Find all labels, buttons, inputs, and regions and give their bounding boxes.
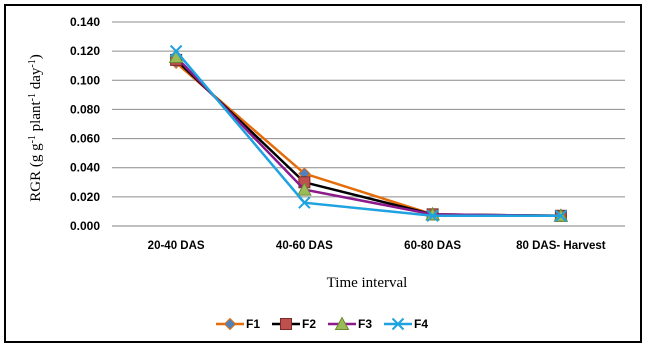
legend-label-f2: F2 bbox=[302, 317, 316, 331]
legend-marker-f3 bbox=[334, 316, 350, 330]
y-axis-ticks: 0.000 0.020 0.040 0.060 0.080 0.100 0.120 0.140 bbox=[70, 15, 100, 233]
legend-marker-f2 bbox=[280, 318, 292, 330]
legend-item-f3: F3 bbox=[328, 316, 372, 331]
data-point-f4 bbox=[426, 209, 439, 223]
y-tick-label: 0.060 bbox=[70, 132, 100, 146]
x-tick-label: 20-40 DAS bbox=[148, 240, 205, 252]
series-line-f1 bbox=[175, 61, 561, 218]
legend: F1 F2 F3 F4 bbox=[216, 316, 428, 331]
y-tick-label: 0.020 bbox=[70, 190, 100, 204]
series-group bbox=[168, 44, 569, 223]
x-tick-label: 80 DAS- Harvest bbox=[516, 240, 606, 252]
chart-frame bbox=[4, 4, 642, 343]
legend-label-f4: F4 bbox=[414, 317, 428, 331]
data-point-f3 bbox=[297, 182, 312, 196]
x-tick-label: 60-80 DAS bbox=[404, 240, 461, 252]
legend-label-f1: F1 bbox=[246, 317, 260, 331]
data-point-f4 bbox=[554, 209, 568, 223]
gridlines bbox=[112, 21, 625, 198]
y-tick-label: 0.140 bbox=[70, 15, 100, 29]
legend-marker-f4 bbox=[391, 317, 405, 331]
legend-marker-f1 bbox=[223, 317, 237, 331]
y-tick-label: 0.100 bbox=[70, 73, 100, 87]
series-line-f2 bbox=[175, 58, 561, 218]
legend-label-f3: F3 bbox=[358, 317, 372, 331]
y-axis-title: RGR (g g-1 plant-1 day-1) bbox=[27, 54, 44, 202]
series-f2 bbox=[170, 53, 567, 222]
series-line-f3 bbox=[175, 56, 561, 218]
legend-item-f1: F1 bbox=[216, 317, 260, 331]
series-f3 bbox=[168, 49, 569, 222]
y-tick-label: 0.080 bbox=[70, 102, 100, 116]
y-tick-label: 0.120 bbox=[70, 44, 100, 58]
x-tick-label: 40-60 DAS bbox=[276, 240, 333, 252]
x-axis-title: Time interval bbox=[327, 275, 408, 291]
legend-item-f4: F4 bbox=[384, 317, 428, 331]
y-tick-label: 0.000 bbox=[70, 219, 100, 233]
data-point-f4 bbox=[169, 44, 183, 58]
y-tick-label: 0.040 bbox=[70, 161, 100, 175]
series-f4 bbox=[169, 44, 568, 223]
series-line-f4 bbox=[175, 50, 561, 218]
legend-item-f2: F2 bbox=[272, 317, 316, 331]
x-axis-ticks: 20-40 DAS 40-60 DAS 60-80 DAS 80 DAS- Harve… bbox=[148, 240, 606, 252]
data-point-f4 bbox=[298, 196, 311, 209]
